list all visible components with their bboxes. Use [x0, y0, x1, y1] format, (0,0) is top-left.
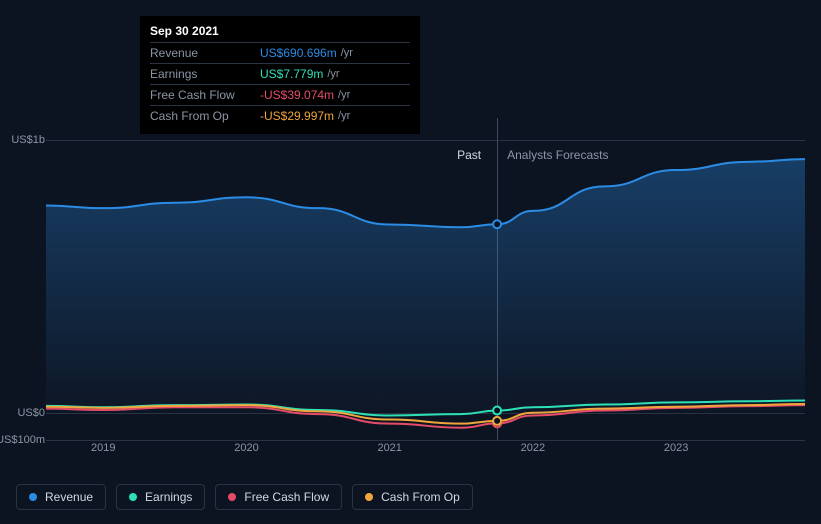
financial-chart[interactable]: US$1bUS$0-US$100m Past Analysts Forecast…: [16, 118, 805, 468]
gridline: [46, 440, 805, 441]
x-axis-label: 2022: [521, 442, 545, 454]
tooltip-row: EarningsUS$7.779m/yr: [150, 63, 410, 84]
x-axis-label: 2019: [91, 442, 115, 454]
y-axis-label: US$1b: [0, 134, 45, 146]
x-axis-label: 2023: [664, 442, 688, 454]
x-axis: 2019 2020 2021 2022 2023: [46, 442, 805, 458]
plot-area: [46, 140, 805, 440]
series-marker: [493, 407, 501, 415]
tooltip-row: Free Cash Flow-US$39.074m/yr: [150, 84, 410, 105]
chart-tooltip: Sep 30 2021 RevenueUS$690.696m/yrEarning…: [140, 16, 420, 134]
y-axis-label: -US$100m: [0, 434, 45, 446]
series-marker: [493, 417, 501, 425]
legend-dot-icon: [228, 493, 236, 501]
tooltip-metric-value: US$690.696m: [260, 46, 337, 60]
tooltip-row: RevenueUS$690.696m/yr: [150, 42, 410, 63]
tooltip-metric-value: US$7.779m: [260, 67, 323, 81]
legend-label: Earnings: [145, 490, 192, 504]
legend-label: Free Cash Flow: [244, 490, 329, 504]
y-axis-label: US$0: [0, 407, 45, 419]
series-area: [46, 159, 805, 413]
tooltip-metric-value: -US$39.074m: [260, 88, 334, 102]
tooltip-row: Cash From Op-US$29.997m/yr: [150, 105, 410, 126]
tooltip-date: Sep 30 2021: [150, 24, 410, 38]
legend-dot-icon: [129, 493, 137, 501]
tooltip-unit: /yr: [338, 110, 350, 122]
tooltip-metric-label: Cash From Op: [150, 109, 260, 123]
legend-label: Revenue: [45, 490, 93, 504]
tooltip-metric-label: Free Cash Flow: [150, 88, 260, 102]
tooltip-unit: /yr: [327, 68, 339, 80]
legend-dot-icon: [365, 493, 373, 501]
x-axis-label: 2021: [377, 442, 401, 454]
series-marker: [493, 220, 501, 228]
legend-item[interactable]: Cash From Op: [352, 484, 473, 510]
legend-item[interactable]: Earnings: [116, 484, 205, 510]
tooltip-unit: /yr: [341, 47, 353, 59]
legend-dot-icon: [29, 493, 37, 501]
legend-label: Cash From Op: [381, 490, 460, 504]
legend-item[interactable]: Free Cash Flow: [215, 484, 342, 510]
tooltip-unit: /yr: [338, 89, 350, 101]
tooltip-metric-label: Revenue: [150, 46, 260, 60]
tooltip-metric-label: Earnings: [150, 67, 260, 81]
x-axis-label: 2020: [234, 442, 258, 454]
tooltip-metric-value: -US$29.997m: [260, 109, 334, 123]
chart-legend: Revenue Earnings Free Cash Flow Cash From O…: [16, 484, 473, 510]
legend-item[interactable]: Revenue: [16, 484, 106, 510]
